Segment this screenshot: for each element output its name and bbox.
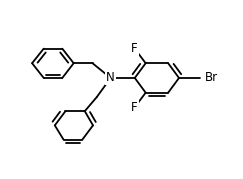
Text: F: F: [131, 42, 138, 55]
Text: F: F: [131, 101, 138, 114]
Text: Br: Br: [205, 71, 218, 84]
Text: N: N: [106, 71, 115, 84]
